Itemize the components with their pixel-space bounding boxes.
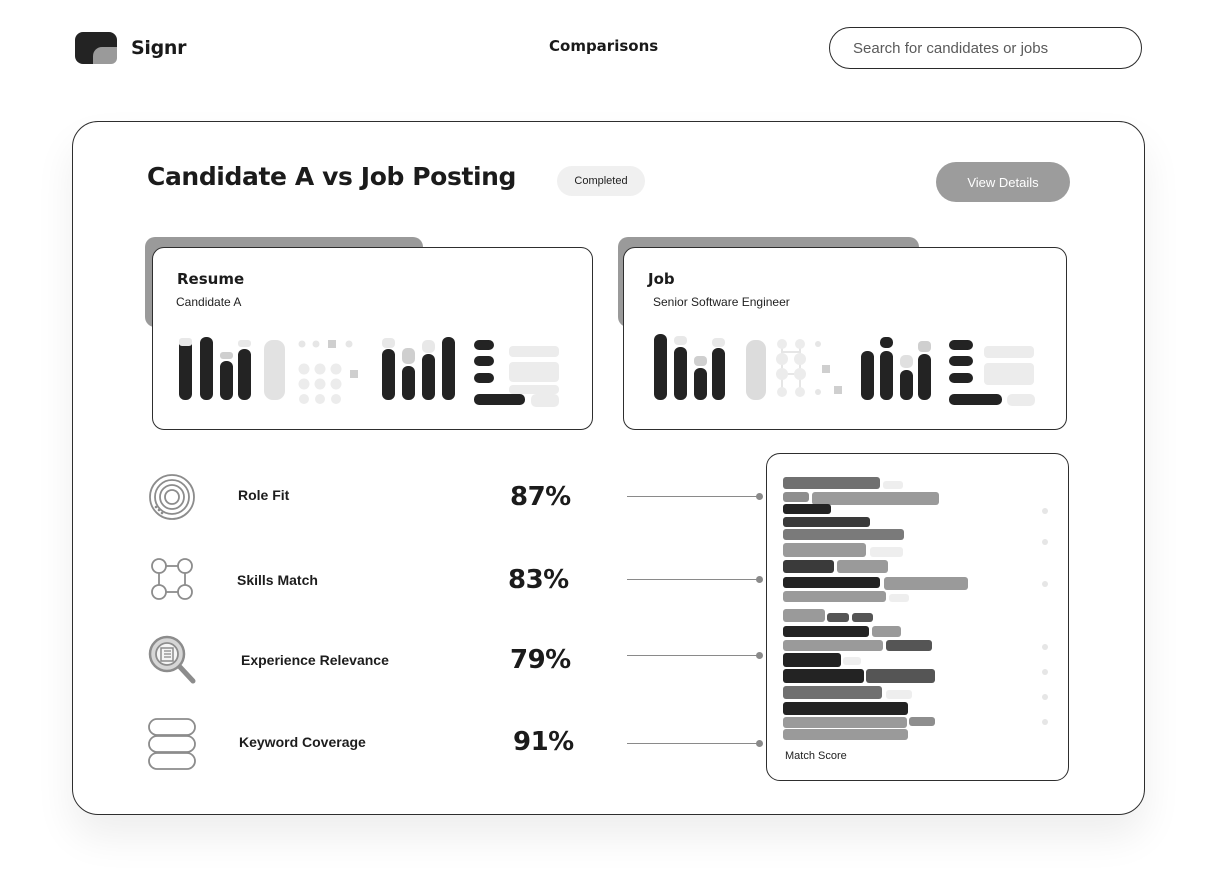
metric-value-experience-relevance: 79% xyxy=(510,645,571,675)
match-score-panel[interactable]: Match Score xyxy=(766,453,1069,781)
metric-label-role-fit: Role Fit xyxy=(238,487,290,503)
metric-value-skills-match: 83% xyxy=(508,565,569,595)
job-visualization-icon xyxy=(654,334,1035,406)
resume-title: Resume xyxy=(177,270,245,288)
page-title: Comparisons xyxy=(549,37,659,55)
search-input[interactable] xyxy=(829,27,1142,69)
metric-label-keyword-coverage: Keyword Coverage xyxy=(239,734,366,750)
metric-label-experience-relevance: Experience Relevance xyxy=(241,652,389,668)
match-score-label: Match Score xyxy=(785,750,847,762)
resume-panel[interactable]: Resume Candidate A xyxy=(152,247,593,430)
comparison-card: Candidate A vs Job Posting Completed Vie… xyxy=(72,121,1145,815)
view-details-button[interactable]: View Details xyxy=(936,162,1070,202)
metric-label-skills-match: Skills Match xyxy=(237,572,318,588)
target-icon xyxy=(149,474,195,520)
connector-line xyxy=(627,576,763,583)
logo-icon xyxy=(75,32,117,64)
metric-value-role-fit: 87% xyxy=(510,482,571,512)
resume-subtitle: Candidate A xyxy=(176,295,242,309)
connector-line xyxy=(627,740,763,747)
app-name: Signr xyxy=(131,37,187,59)
status-badge: Completed xyxy=(557,166,645,196)
job-subtitle: Senior Software Engineer xyxy=(653,295,790,309)
resume-visualization-icon xyxy=(179,337,559,407)
connector-line xyxy=(627,493,763,500)
metric-value-keyword-coverage: 91% xyxy=(513,727,574,757)
job-panel[interactable]: Job Senior Software Engineer xyxy=(623,247,1067,430)
connector-line xyxy=(627,652,763,659)
job-title: Job xyxy=(648,270,675,288)
magnifier-document-icon xyxy=(148,635,196,684)
nodes-icon xyxy=(151,558,193,600)
match-score-graphic-icon xyxy=(783,477,1048,740)
comparison-title: Candidate A vs Job Posting xyxy=(147,162,517,191)
stack-icon xyxy=(148,718,196,770)
app-logo[interactable]: Signr xyxy=(75,32,187,64)
